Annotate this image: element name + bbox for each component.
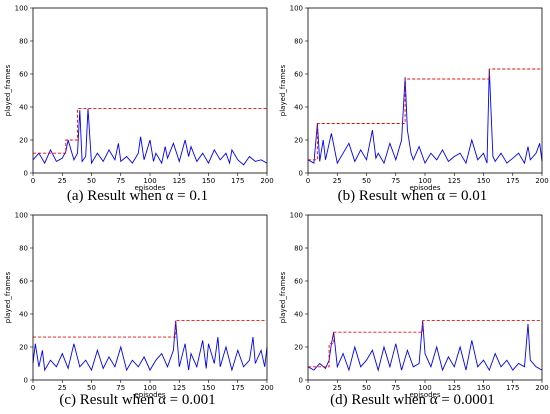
x-axis-label: episodes bbox=[134, 184, 165, 192]
x-tick-label: 0 bbox=[306, 177, 310, 185]
x-tick-label: 125 bbox=[173, 384, 186, 392]
x-tick-label: 0 bbox=[31, 177, 35, 185]
y-tick-label: 40 bbox=[294, 104, 303, 112]
y-axis-label: played_frames bbox=[279, 64, 287, 116]
y-tick-label: 20 bbox=[294, 137, 303, 145]
x-tick-label: 125 bbox=[448, 177, 461, 185]
x-tick-label: 100 bbox=[143, 384, 156, 392]
y-tick-label: 80 bbox=[19, 38, 28, 46]
x-tick-label: 175 bbox=[231, 177, 244, 185]
y-tick-label: 80 bbox=[294, 38, 303, 46]
chart-svg-a: 0 25 50 75 100 125 150 175 200020406080100episod… bbox=[4, 5, 274, 193]
y-axis-label: played_frames bbox=[4, 64, 12, 116]
x-tick-label: 0 bbox=[306, 384, 310, 392]
y-tick-label: 0 bbox=[299, 377, 303, 385]
chart-svg-d: 0 25 50 75 100 125 150 175 200020406080100episod… bbox=[279, 212, 549, 400]
y-tick-label: 100 bbox=[290, 212, 303, 220]
plot-frame bbox=[32, 214, 268, 381]
y-tick-label: 40 bbox=[19, 311, 28, 319]
x-axis-label: episodes bbox=[409, 184, 440, 192]
x-tick-label: 0 bbox=[31, 384, 35, 392]
played-frames-line bbox=[32, 320, 268, 372]
x-tick-label: 75 bbox=[391, 384, 400, 392]
x-tick-label: 150 bbox=[477, 384, 490, 392]
y-tick-label: 100 bbox=[15, 212, 28, 220]
plot-frame bbox=[307, 214, 543, 381]
y-tick-label: 80 bbox=[294, 245, 303, 253]
x-tick-label: 100 bbox=[418, 384, 431, 392]
x-tick-label: 150 bbox=[477, 177, 490, 185]
x-tick-label: 50 bbox=[362, 384, 371, 392]
x-tick-label: 175 bbox=[506, 177, 519, 185]
chart-caption-c: (c) Result when α = 0.001 bbox=[59, 392, 216, 408]
best-so-far-line bbox=[33, 108, 267, 154]
x-tick-label: 75 bbox=[116, 177, 125, 185]
best-so-far-line bbox=[33, 320, 267, 338]
chart-panel-d: 0 25 50 75 100 125 150 175 200 0 20 40 60 80 100 episod… bbox=[275, 207, 550, 414]
y-tick-label: 40 bbox=[19, 104, 28, 112]
x-tick-label: 25 bbox=[58, 384, 67, 392]
x-tick-label: 50 bbox=[87, 384, 96, 392]
x-tick-label: 175 bbox=[506, 384, 519, 392]
chart-caption-a: (a) Result when α = 0.1 bbox=[66, 188, 209, 204]
x-tick-label: 200 bbox=[535, 384, 548, 392]
chart-svg-b: 0 25 50 75 100 125 150 175 200020406080100episod… bbox=[279, 5, 549, 193]
x-tick-label: 50 bbox=[362, 177, 371, 185]
x-tick-label: 75 bbox=[391, 177, 400, 185]
x-tick-label: 125 bbox=[448, 384, 461, 392]
x-tick-label: 175 bbox=[231, 384, 244, 392]
chart-svg-c: 0 25 50 75 100 125 150 175 200020406080100episod… bbox=[4, 212, 274, 400]
y-tick-label: 0 bbox=[24, 377, 28, 385]
x-tick-label: 100 bbox=[143, 177, 156, 185]
x-tick-label: 25 bbox=[58, 177, 67, 185]
y-axis-label: played_frames bbox=[279, 271, 287, 323]
y-tick-label: 20 bbox=[294, 344, 303, 352]
x-axis-label: episodes bbox=[134, 391, 165, 399]
chart-panel-a: 0 25 50 75 100 125 150 175 200 0 20 40 60 80 100 episod… bbox=[0, 0, 275, 207]
x-tick-label: 150 bbox=[202, 384, 215, 392]
x-tick-label: 50 bbox=[87, 177, 96, 185]
played-frames-line bbox=[307, 320, 543, 372]
y-tick-label: 60 bbox=[294, 71, 303, 79]
x-tick-label: 200 bbox=[260, 384, 273, 392]
plot-frame bbox=[32, 7, 268, 174]
x-tick-label: 100 bbox=[418, 177, 431, 185]
y-tick-label: 20 bbox=[19, 344, 28, 352]
x-tick-label: 200 bbox=[260, 177, 273, 185]
y-tick-label: 100 bbox=[290, 5, 303, 13]
y-tick-label: 60 bbox=[294, 278, 303, 286]
x-axis-label: episodes bbox=[409, 391, 440, 399]
x-tick-label: 75 bbox=[116, 384, 125, 392]
y-tick-label: 20 bbox=[19, 137, 28, 145]
x-tick-label: 25 bbox=[333, 177, 342, 185]
y-tick-label: 0 bbox=[24, 170, 28, 178]
best-so-far-line bbox=[308, 68, 542, 161]
y-tick-label: 100 bbox=[15, 5, 28, 13]
y-tick-label: 60 bbox=[19, 278, 28, 286]
chart-panel-b: 0 25 50 75 100 125 150 175 200 0 20 40 60 80 100 episod… bbox=[275, 0, 550, 207]
chart-caption-b: (b) Result when α = 0.01 bbox=[337, 188, 488, 204]
y-tick-label: 0 bbox=[299, 170, 303, 178]
played-frames-line bbox=[32, 108, 268, 166]
x-tick-label: 200 bbox=[535, 177, 548, 185]
y-axis-label: played_frames bbox=[4, 271, 12, 323]
played-frames-line bbox=[307, 68, 543, 165]
y-tick-label: 60 bbox=[19, 71, 28, 79]
plot-frame bbox=[307, 7, 543, 174]
y-tick-label: 80 bbox=[19, 245, 28, 253]
chart-caption-d: (d) Result when α = 0.0001 bbox=[330, 392, 495, 408]
x-tick-label: 25 bbox=[333, 384, 342, 392]
chart-panel-c: 0 25 50 75 100 125 150 175 200 0 20 40 60 80 100 episod… bbox=[0, 207, 275, 414]
x-tick-label: 150 bbox=[202, 177, 215, 185]
y-tick-label: 40 bbox=[294, 311, 303, 319]
x-tick-label: 125 bbox=[173, 177, 186, 185]
